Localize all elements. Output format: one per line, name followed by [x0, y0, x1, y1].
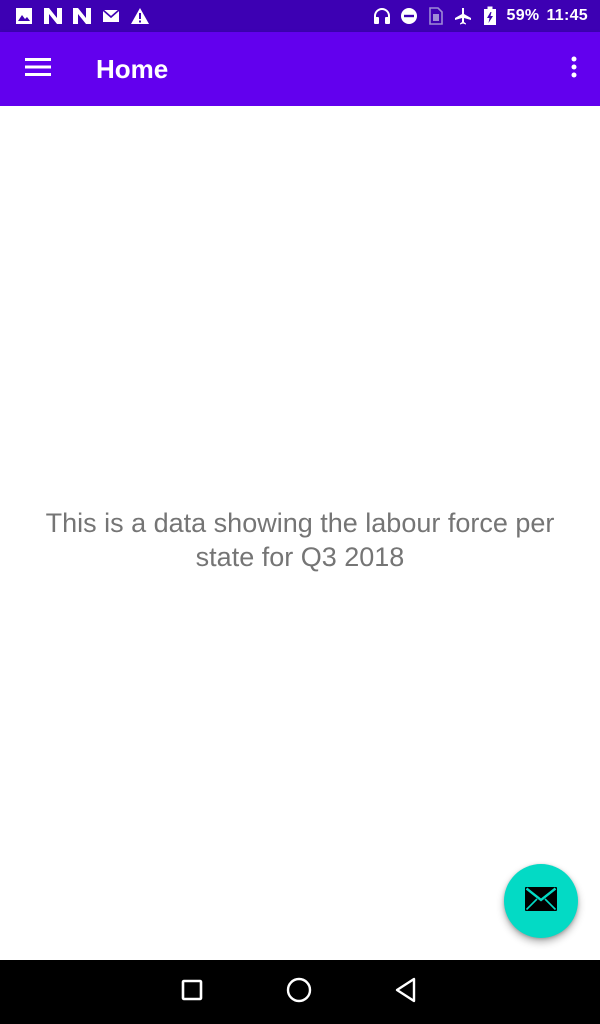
- sim-icon: [426, 6, 446, 26]
- overflow-menu-button[interactable]: [560, 45, 588, 93]
- app-bar: Home: [0, 32, 600, 106]
- email-icon: [525, 886, 557, 916]
- battery-icon: [480, 6, 500, 26]
- back-button[interactable]: [386, 972, 426, 1012]
- home-button[interactable]: [279, 972, 319, 1012]
- warning-icon: [130, 6, 150, 26]
- recents-icon: [181, 979, 203, 1006]
- hamburger-menu-icon: [25, 57, 51, 82]
- back-triangle-icon: [394, 977, 418, 1008]
- battery-percent: 59%: [506, 7, 540, 24]
- recents-button[interactable]: [172, 972, 212, 1012]
- status-bar: 59% 11:45: [0, 0, 600, 32]
- status-system: 59% 11:45: [372, 5, 588, 27]
- navigation-bar: [0, 960, 600, 1024]
- mail-icon: [101, 6, 121, 26]
- page-title: Home: [96, 54, 169, 84]
- more-vert-icon: [571, 56, 577, 83]
- clock: 11:45: [546, 7, 588, 24]
- n-icon: [72, 6, 92, 26]
- dnd-icon: [399, 6, 419, 26]
- email-fab-button[interactable]: [504, 864, 578, 938]
- image-icon: [14, 6, 34, 26]
- status-notifications: [14, 5, 150, 27]
- main-content: This is a data showing the labour force …: [0, 106, 600, 960]
- headphones-icon: [372, 6, 392, 26]
- menu-button[interactable]: [16, 45, 60, 93]
- n-icon: [43, 6, 63, 26]
- description-text: This is a data showing the labour force …: [45, 508, 555, 572]
- airplane-icon: [453, 6, 473, 26]
- home-circle-icon: [286, 977, 312, 1008]
